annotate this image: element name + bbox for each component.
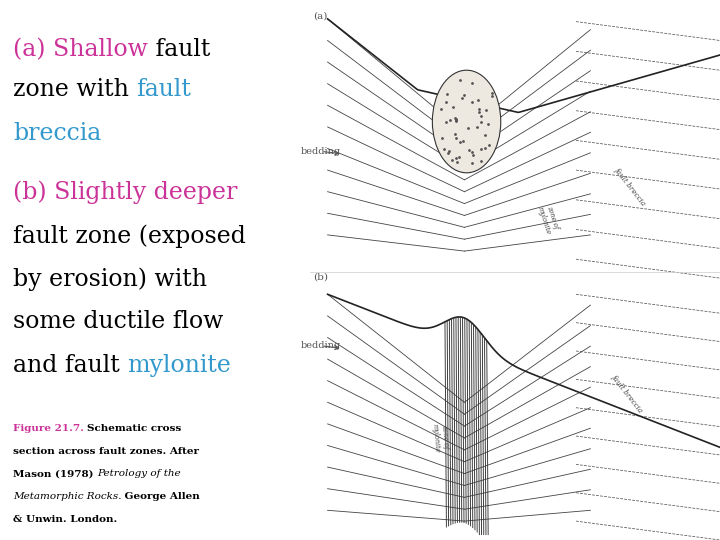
Text: zone of
mylonite: zone of mylonite [536,202,562,235]
Text: some ductile flow: some ductile flow [13,310,223,334]
Text: by erosion) with: by erosion) with [13,267,207,291]
Text: fault zone (exposed: fault zone (exposed [13,224,246,248]
Text: (b) Slightly deeper: (b) Slightly deeper [13,181,238,205]
Text: section across fault zones. After: section across fault zones. After [13,447,199,456]
Text: bedding: bedding [301,147,341,156]
Text: fault breccia: fault breccia [613,166,647,207]
Text: zone of
mylonite: zone of mylonite [431,422,451,453]
Text: Schematic cross: Schematic cross [87,424,181,433]
Text: zone with: zone with [13,78,136,102]
Text: fault breccia: fault breccia [609,374,644,415]
Text: fault: fault [148,38,210,61]
Text: Shallow: Shallow [53,38,148,61]
Text: (a): (a) [313,12,328,21]
Text: and fault: and fault [13,354,127,377]
Text: Metamorphic Rocks.: Metamorphic Rocks. [13,492,122,501]
Text: & Unwin. London.: & Unwin. London. [13,515,117,524]
Text: breccia: breccia [13,122,102,145]
Text: Mason (1978): Mason (1978) [13,469,97,478]
Text: mylonite: mylonite [127,354,231,377]
Text: (a): (a) [13,38,53,61]
Text: Figure 21.7.: Figure 21.7. [13,424,87,433]
Text: fault: fault [136,78,192,102]
Text: George Allen: George Allen [122,492,200,501]
Text: Petrology of the: Petrology of the [97,469,181,478]
Ellipse shape [432,70,501,173]
Text: bedding: bedding [301,341,341,350]
Text: (b): (b) [313,273,328,282]
